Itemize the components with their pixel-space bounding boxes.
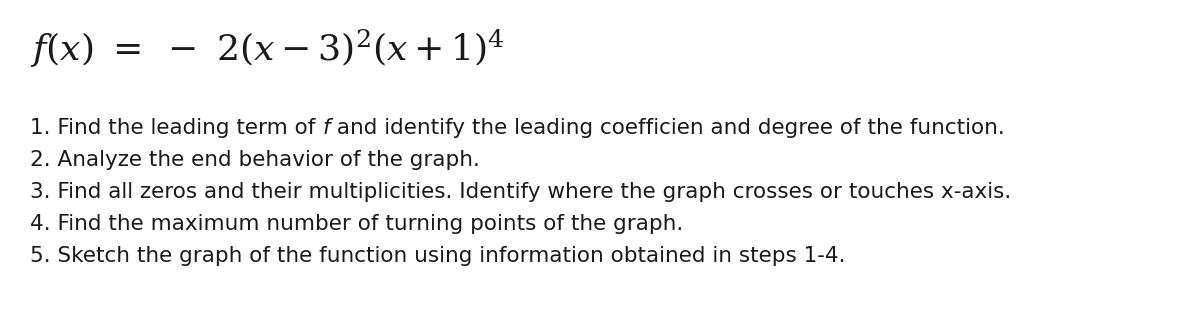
Text: 1. Find the leading term of: 1. Find the leading term of [30,118,323,138]
Text: f: f [323,118,330,138]
Text: 5. Sketch the graph of the function using information obtained in steps 1-4.: 5. Sketch the graph of the function usin… [30,246,846,266]
Text: 3. Find all zeros and their multiplicities. Identify where the graph crosses or : 3. Find all zeros and their multipliciti… [30,182,1012,202]
Text: 2. Analyze the end behavior of the graph.: 2. Analyze the end behavior of the graph… [30,150,480,170]
Text: $\mathit{f}(\mathit{x})\ =\ -\ 2(\mathit{x} - 3)^{2}(\mathit{x} + 1)^{4}$: $\mathit{f}(\mathit{x})\ =\ -\ 2(\mathit… [30,28,505,71]
Text: and identify the leading coefficien and degree of the function.: and identify the leading coefficien and … [330,118,1004,138]
Text: 4. Find the maximum number of turning points of the graph.: 4. Find the maximum number of turning po… [30,214,683,234]
